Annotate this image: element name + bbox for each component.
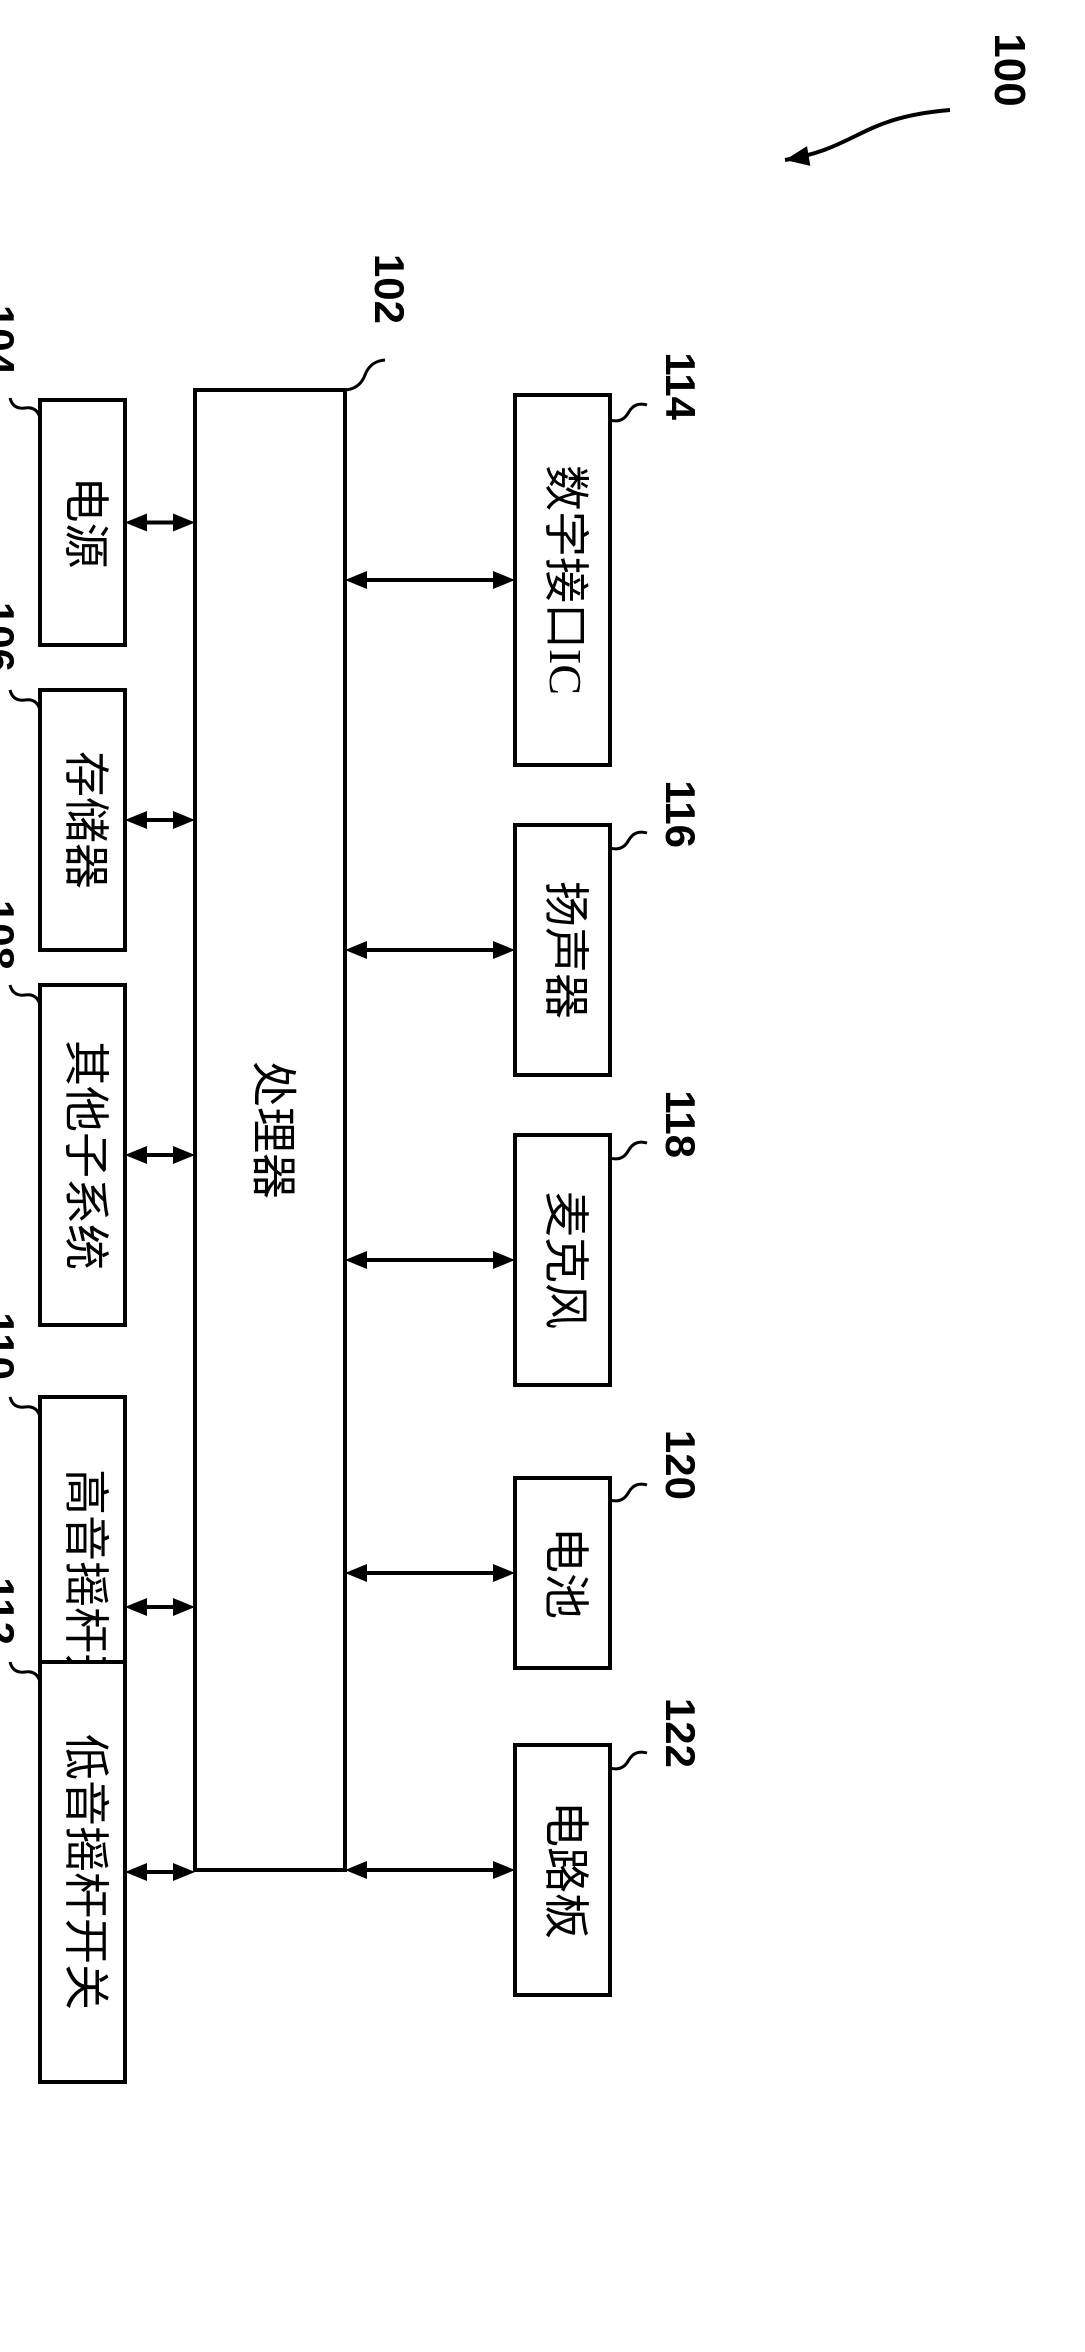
- right-block-120-label: 电池: [540, 1527, 591, 1619]
- figure-ref: 100: [985, 33, 1034, 106]
- left-block-106-ref: 106: [0, 602, 23, 672]
- processor-label: 处理器: [247, 1061, 298, 1199]
- right-block-120-ref: 120: [657, 1430, 704, 1500]
- processor-ref: 102: [366, 254, 413, 324]
- left-block-104-ref: 104: [0, 305, 23, 376]
- right-block-118-ref: 118: [657, 1090, 704, 1158]
- left-block-106-label: 存储器: [60, 751, 111, 889]
- right-block-114-ref: 114: [657, 352, 704, 420]
- right-block-116-label: 扬声器: [540, 881, 591, 1019]
- left-block-110-ref: 110: [0, 1312, 23, 1380]
- right-block-114-label: 数字接口IC: [540, 465, 591, 695]
- left-block-112-label: 低音摇杆开关: [60, 1734, 111, 2010]
- left-block-108-label: 其他子系统: [60, 1040, 111, 1270]
- left-block-108-ref: 108: [0, 900, 23, 970]
- right-block-116-ref: 116: [657, 780, 704, 848]
- diagram-root: 处理器102电源104存储器106其他子系统108高音摇杆开关110低音摇杆开关…: [0, 33, 1034, 2082]
- left-block-104-label: 电源: [60, 477, 111, 569]
- right-block-118-label: 麦克风: [540, 1191, 591, 1329]
- left-block-112-ref: 112: [0, 1577, 23, 1645]
- right-block-122-label: 电路板: [540, 1801, 591, 1939]
- right-block-122-ref: 122: [657, 1698, 704, 1768]
